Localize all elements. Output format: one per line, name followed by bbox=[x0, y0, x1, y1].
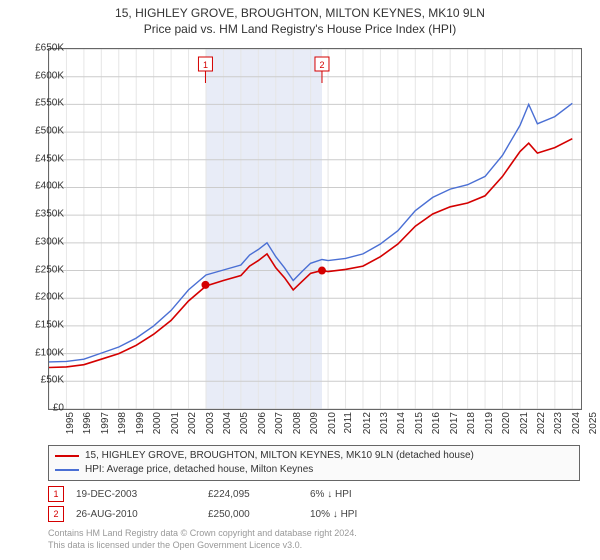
y-axis-tick-label: £350K bbox=[19, 209, 64, 220]
sale-hpi-delta: 6% ↓ HPI bbox=[310, 489, 440, 500]
y-axis-tick-label: £150K bbox=[19, 319, 64, 330]
svg-text:2: 2 bbox=[319, 60, 324, 70]
x-axis-tick-label: 1998 bbox=[117, 412, 128, 434]
legend-item: 15, HIGHLEY GROVE, BROUGHTON, MILTON KEY… bbox=[55, 449, 573, 463]
x-axis-tick-label: 2005 bbox=[239, 412, 250, 434]
x-axis-tick-label: 2000 bbox=[152, 412, 163, 434]
y-axis-tick-label: £550K bbox=[19, 98, 64, 109]
y-axis-tick-label: £500K bbox=[19, 126, 64, 137]
x-axis-tick-label: 1999 bbox=[135, 412, 146, 434]
sale-row: 2 26-AUG-2010 £250,000 10% ↓ HPI bbox=[48, 504, 580, 524]
x-axis-tick-label: 2011 bbox=[343, 412, 354, 434]
y-axis-tick-label: £400K bbox=[19, 181, 64, 192]
sale-index-box: 1 bbox=[48, 486, 64, 502]
y-axis-tick-label: £50K bbox=[19, 375, 64, 386]
title-line2: Price paid vs. HM Land Registry's House … bbox=[0, 22, 600, 38]
x-axis-tick-label: 2001 bbox=[169, 412, 180, 434]
x-axis-tick-label: 2019 bbox=[483, 412, 494, 434]
legend-label: HPI: Average price, detached house, Milt… bbox=[85, 463, 313, 477]
sale-price: £224,095 bbox=[208, 489, 298, 500]
chart-title: 15, HIGHLEY GROVE, BROUGHTON, MILTON KEY… bbox=[0, 0, 600, 37]
x-axis-tick-label: 2013 bbox=[379, 412, 390, 434]
x-axis-tick-label: 2012 bbox=[361, 412, 372, 434]
footer-line2: This data is licensed under the Open Gov… bbox=[48, 540, 580, 552]
x-axis-tick-label: 2015 bbox=[414, 412, 425, 434]
y-axis-tick-label: £200K bbox=[19, 292, 64, 303]
svg-text:1: 1 bbox=[203, 60, 208, 70]
sale-index-box: 2 bbox=[48, 506, 64, 522]
x-axis-tick-label: 2018 bbox=[466, 412, 477, 434]
legend-swatch bbox=[55, 455, 79, 457]
y-axis-tick-label: £450K bbox=[19, 153, 64, 164]
chart-svg: 12 bbox=[49, 49, 581, 409]
title-line1: 15, HIGHLEY GROVE, BROUGHTON, MILTON KEY… bbox=[0, 6, 600, 22]
x-axis-tick-label: 2022 bbox=[536, 412, 547, 434]
sale-hpi-delta: 10% ↓ HPI bbox=[310, 509, 440, 520]
y-axis-tick-label: £100K bbox=[19, 347, 64, 358]
footer-attribution: Contains HM Land Registry data © Crown c… bbox=[48, 528, 580, 551]
x-axis-tick-label: 2020 bbox=[501, 412, 512, 434]
legend-item: HPI: Average price, detached house, Milt… bbox=[55, 463, 573, 477]
x-axis-tick-label: 2021 bbox=[518, 412, 529, 434]
x-axis-tick-label: 1997 bbox=[100, 412, 111, 434]
x-axis-tick-label: 2003 bbox=[204, 412, 215, 434]
sales-table: 1 19-DEC-2003 £224,095 6% ↓ HPI 2 26-AUG-2010… bbox=[48, 484, 580, 524]
chart-plot-area: 12 bbox=[48, 48, 582, 410]
sale-date: 19-DEC-2003 bbox=[76, 489, 196, 500]
legend-swatch bbox=[55, 469, 79, 471]
legend: 15, HIGHLEY GROVE, BROUGHTON, MILTON KEY… bbox=[48, 445, 580, 481]
sale-price: £250,000 bbox=[208, 509, 298, 520]
x-axis-tick-label: 2004 bbox=[222, 412, 233, 434]
x-axis-tick-label: 2002 bbox=[187, 412, 198, 434]
y-axis-tick-label: £600K bbox=[19, 70, 64, 81]
x-axis-tick-label: 2024 bbox=[571, 412, 582, 434]
x-axis-tick-label: 1996 bbox=[82, 412, 93, 434]
x-axis-tick-label: 2008 bbox=[292, 412, 303, 434]
sale-date: 26-AUG-2010 bbox=[76, 509, 196, 520]
x-axis-tick-label: 2017 bbox=[448, 412, 459, 434]
y-axis-tick-label: £650K bbox=[19, 43, 64, 54]
x-axis-tick-label: 2006 bbox=[257, 412, 268, 434]
footer-line1: Contains HM Land Registry data © Crown c… bbox=[48, 528, 580, 540]
sale-row: 1 19-DEC-2003 £224,095 6% ↓ HPI bbox=[48, 484, 580, 504]
y-axis-tick-label: £300K bbox=[19, 236, 64, 247]
x-axis-tick-label: 2010 bbox=[326, 412, 337, 434]
y-axis-tick-label: £250K bbox=[19, 264, 64, 275]
x-axis-tick-label: 2007 bbox=[274, 412, 285, 434]
x-axis-tick-label: 2025 bbox=[588, 412, 599, 434]
x-axis-tick-label: 2014 bbox=[396, 412, 407, 434]
y-axis-tick-label: £0 bbox=[19, 403, 64, 414]
x-axis-tick-label: 2016 bbox=[431, 412, 442, 434]
legend-label: 15, HIGHLEY GROVE, BROUGHTON, MILTON KEY… bbox=[85, 449, 474, 463]
x-axis-tick-label: 2023 bbox=[553, 412, 564, 434]
x-axis-tick-label: 1995 bbox=[65, 412, 76, 434]
x-axis-tick-label: 2009 bbox=[309, 412, 320, 434]
